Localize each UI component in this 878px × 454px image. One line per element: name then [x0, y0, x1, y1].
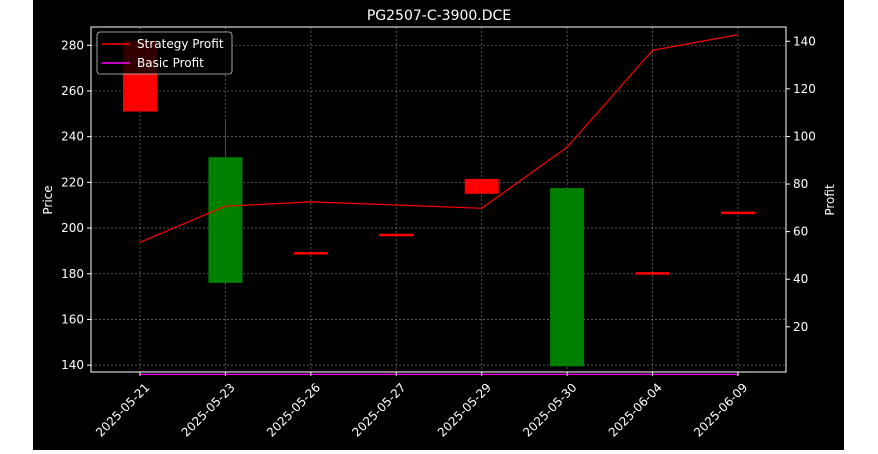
right-tick-label-3: 80: [793, 177, 808, 191]
left-tick-label-2: 180: [61, 267, 84, 281]
left-tick-label-0: 140: [61, 358, 84, 372]
candle-body-5: [550, 188, 585, 367]
x-tick-label-1: 2025-05-23: [179, 380, 238, 439]
candles: [123, 40, 755, 367]
legend-box: [96, 31, 233, 75]
left-tick-label-5: 240: [61, 130, 84, 144]
legend: Strategy Profit Basic Profit: [96, 31, 233, 75]
right-tick-label-0: 20: [793, 320, 808, 334]
x-tick-label-2: 2025-05-26: [264, 380, 323, 439]
x-tick-label-0: 2025-05-21: [93, 380, 152, 439]
left-tick-label-7: 280: [61, 38, 84, 52]
left-axis-ticks: 140 160 180 200 220 240 260 280: [61, 38, 91, 372]
candle-body-6: [635, 272, 670, 275]
x-tick-label-4: 2025-05-29: [435, 380, 494, 439]
plot-frame: [90, 26, 787, 373]
right-tick-label-5: 120: [793, 82, 816, 96]
x-tick-label-5: 2025-05-30: [520, 380, 579, 439]
candle-body-3: [379, 233, 414, 237]
right-tick-label-1: 40: [793, 272, 808, 286]
left-axis-label: Price: [41, 185, 55, 214]
right-axis-ticks: 20 40 60 80 100 120 140: [786, 34, 816, 334]
legend-label-strategy: Strategy Profit: [137, 37, 224, 51]
x-tick-label-3: 2025-05-27: [349, 380, 408, 439]
candle-body-2: [293, 252, 328, 255]
x-tick-label-7: 2025-06-09: [691, 380, 750, 439]
right-axis-label: Profit: [823, 184, 837, 216]
series-line-0: [139, 34, 739, 243]
candle-body-4: [464, 178, 499, 194]
left-tick-label-6: 260: [61, 84, 84, 98]
left-tick-label-4: 220: [61, 175, 84, 189]
grid-lines: [91, 27, 786, 372]
legend-label-basic: Basic Profit: [137, 56, 204, 70]
x-axis-ticks: 2025-05-21 2025-05-23 2025-05-26 2025-05-27…: [93, 372, 750, 440]
right-tick-label-4: 100: [793, 129, 816, 143]
candlestick-chart: PG2507-C-3900.DCE 140 160 180 200 220 240 260 2…: [41, 8, 837, 440]
candle-body-1: [208, 157, 243, 283]
left-tick-label-3: 200: [61, 221, 84, 235]
right-tick-label-2: 60: [793, 225, 808, 239]
left-tick-label-1: 160: [61, 312, 84, 326]
right-tick-label-6: 140: [793, 34, 816, 48]
candle-body-7: [721, 211, 755, 215]
profit-lines: [139, 34, 739, 375]
chart-figure: PG2507-C-3900.DCE 140 160 180 200 220 240 260 2…: [33, 0, 844, 450]
x-tick-label-6: 2025-06-04: [606, 380, 665, 439]
chart-title: PG2507-C-3900.DCE: [367, 8, 511, 24]
